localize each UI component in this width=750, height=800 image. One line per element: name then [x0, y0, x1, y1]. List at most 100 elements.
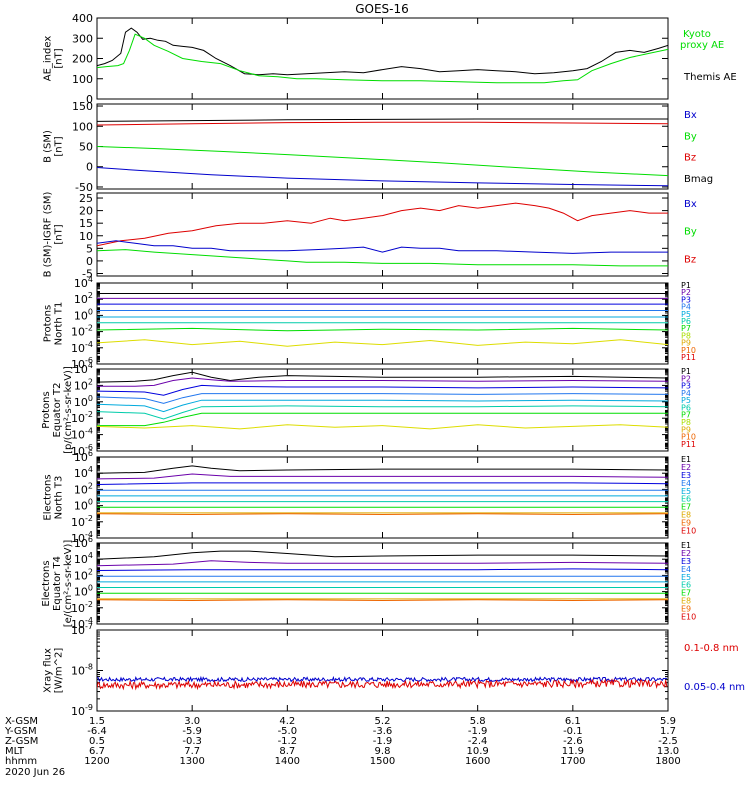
y-tick-label: 400 [72, 12, 93, 25]
legend-entry: proxy AE [680, 40, 724, 51]
y-tick-exponent: 0 [88, 394, 93, 403]
legend-entry: E7 [681, 503, 691, 512]
x-tick-label: 8.7 [279, 746, 295, 757]
legend-entry: P6 [681, 317, 691, 326]
y-tick-label: 100 [74, 584, 93, 599]
x-tick-label: 7.7 [184, 746, 200, 757]
y-axis-label: North T1 [54, 302, 65, 346]
x-tick-label: 10.9 [467, 746, 489, 757]
series-line [97, 118, 668, 122]
legend-entry: Bx [684, 110, 697, 121]
y-axis-label: [nT] [54, 48, 65, 68]
y-tick-label: 150 [72, 100, 93, 113]
y-tick-label: 106 [74, 535, 93, 550]
legend-entry: P11 [681, 440, 696, 449]
legend-entry: E9 [681, 519, 691, 528]
y-tick-exponent: 0 [88, 307, 93, 316]
y-tick-label: -50 [75, 181, 93, 194]
series-line [97, 121, 668, 126]
y-axis-label: Protons [41, 391, 52, 428]
y-tick-exponent: 6 [88, 449, 93, 458]
legend-entry: E6 [681, 581, 691, 590]
series-line [97, 399, 668, 413]
series-line [97, 412, 668, 427]
x-tick-label: 1300 [179, 756, 204, 767]
series-line [97, 240, 668, 254]
x-tick-label: -2.5 [658, 736, 678, 747]
y-tick-label: 100 [74, 307, 93, 322]
x-tick-label: 0.5 [89, 736, 105, 747]
x-tick-label: 11.9 [562, 746, 584, 757]
y-tick-exponent: 4 [88, 551, 93, 560]
x-row-label: MLT [5, 746, 25, 757]
x-tick-label: -0.3 [182, 736, 202, 747]
y-tick-exponent: -4 [85, 616, 93, 625]
x-row-label: hhmm [5, 756, 37, 767]
date-label: 2020 Jun 26 [5, 767, 65, 778]
y-tick-label: 102 [74, 377, 93, 392]
y-tick-exponent: -4 [85, 340, 93, 349]
legend-entry: P7 [681, 411, 691, 420]
y-axis-label: Electrons [43, 474, 54, 520]
x-tick-label: -2.6 [563, 736, 583, 747]
legend-entry: P9 [681, 425, 691, 434]
x-tick-label: 1400 [275, 756, 300, 767]
y-axis-label: [nT] [54, 224, 65, 244]
legend-entry: Bz [684, 153, 696, 164]
y-axis-label: [e/(cm²-s-sr-keV)] [63, 540, 74, 628]
y-tick-exponent: 4 [88, 275, 93, 284]
legend-entry: P10 [681, 346, 696, 355]
legend-entry: By [684, 131, 697, 142]
y-axis-label: [nT] [54, 136, 65, 156]
y-axis-label: Xray flux [43, 648, 54, 693]
y-tick-label: 200 [72, 53, 93, 66]
legend-entry: By [684, 227, 697, 238]
series-line [97, 33, 668, 84]
y-tick-exponent: -2 [85, 324, 93, 333]
y-axis-label: Equator T4 [52, 556, 63, 611]
legend-entry: E9 [681, 605, 691, 614]
y-tick-exponent: 2 [88, 567, 93, 576]
legend-entry: P5 [681, 396, 691, 405]
y-tick-label: 104 [74, 275, 93, 290]
y-tick-exponent: 0 [88, 584, 93, 593]
x-row-label: Y-GSM [4, 726, 37, 737]
x-tick-label: 6.7 [89, 746, 105, 757]
legend-entry: P4 [681, 389, 691, 398]
y-tick-label: 102 [74, 291, 93, 306]
series-line [97, 513, 668, 516]
y-tick-label: 300 [72, 32, 93, 45]
legend-entry: P5 [681, 310, 691, 319]
legend-entry: Bx [684, 199, 697, 210]
series-line [97, 675, 668, 684]
y-tick-label: 20 [79, 205, 93, 218]
series-line [97, 599, 668, 602]
x-tick-label: -5.9 [182, 726, 202, 737]
legend-entry: E1 [681, 541, 691, 550]
y-axis-label: [W/m^2] [54, 648, 65, 694]
series-line [97, 560, 668, 567]
y-tick-label: 10-2 [71, 600, 93, 615]
legend-entry: Bmag [684, 174, 713, 185]
y-tick-exponent: -2 [85, 514, 93, 523]
x-tick-label: 1.7 [660, 726, 676, 737]
legend-entry: P2 [681, 374, 691, 383]
legend-entry: E4 [681, 565, 691, 574]
panel-frame [96, 629, 669, 712]
y-tick-label: 25 [79, 192, 93, 205]
panel-bsm: 150 100 50 0 -50 B (SM) [nT] Bx By Bz Bmag [43, 100, 714, 194]
series-line [97, 327, 668, 332]
x-tick-label: 9.8 [375, 746, 391, 757]
legend-entry: E2 [681, 549, 691, 558]
y-tick-label: 10 [79, 230, 93, 243]
legend-entry: P7 [681, 324, 691, 333]
x-tick-label: -1.9 [468, 726, 488, 737]
legend-entry: E5 [681, 573, 691, 582]
y-tick-exponent: 0 [88, 498, 93, 507]
x-tick-label: 1200 [84, 756, 109, 767]
y-tick-label: 0 [86, 161, 93, 174]
